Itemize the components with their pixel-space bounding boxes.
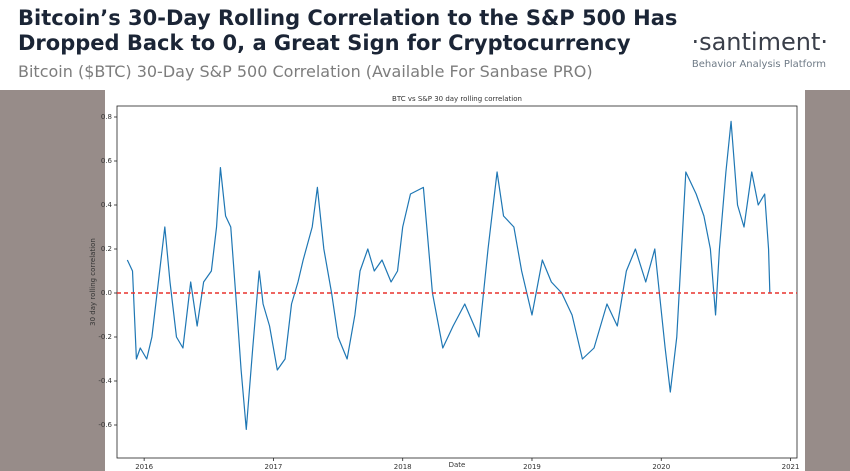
y-tick-label: 0.2 (101, 245, 112, 253)
y-tick-label: 0.0 (101, 289, 112, 297)
y-tick-label: 0.8 (101, 113, 112, 121)
chart-title: BTC vs S&P 30 day rolling correlation (392, 95, 522, 103)
x-tick-label: 2020 (652, 463, 670, 471)
y-tick-label: 0.4 (101, 201, 113, 209)
x-axis-label: Date (449, 461, 466, 469)
y-tick-label: -0.6 (98, 421, 112, 429)
x-tick-label: 2017 (265, 463, 283, 471)
plot-area (116, 105, 798, 459)
x-tick-label: 2016 (135, 463, 153, 471)
x-tick-label: 2018 (394, 463, 412, 471)
headline: Bitcoin’s 30-Day Rolling Correlation to … (18, 6, 677, 56)
x-tick-label: 2019 (523, 463, 541, 471)
header: Bitcoin’s 30-Day Rolling Correlation to … (0, 0, 850, 90)
y-tick-label: -0.2 (98, 333, 112, 341)
y-axis-label: 30 day rolling correlation (89, 238, 97, 326)
subtitle: Bitcoin ($BTC) 30-Day S&P 500 Correlatio… (18, 62, 593, 81)
headline-line: Bitcoin’s 30-Day Rolling Correlation to … (18, 6, 678, 30)
logo: ·santiment· (691, 28, 828, 56)
headline-line: Dropped Back to 0, a Great Sign for Cryp… (18, 31, 631, 55)
y-tick-label: -0.4 (98, 377, 112, 385)
chart-panel (105, 90, 805, 471)
tagline: Behavior Analysis Platform (691, 59, 826, 70)
x-tick-label: 2021 (782, 463, 800, 471)
y-tick-label: 0.6 (101, 157, 113, 165)
line-series (126, 120, 771, 430)
